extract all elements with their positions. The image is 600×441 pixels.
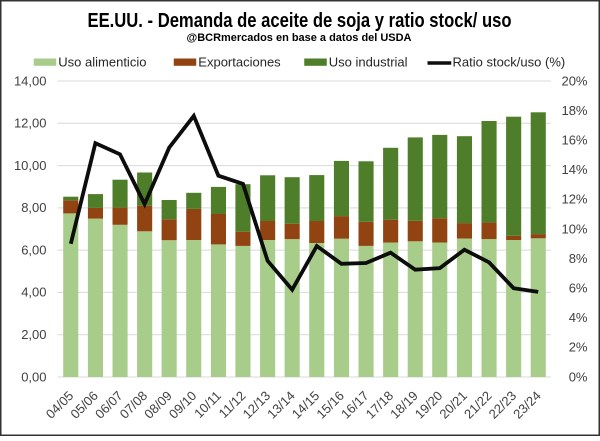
svg-text:EE.UU. - Demanda de aceite de: EE.UU. - Demanda de aceite de soja y rat… (88, 10, 512, 32)
svg-text:18%: 18% (561, 103, 587, 118)
svg-text:0%: 0% (569, 369, 588, 384)
svg-text:12%: 12% (561, 192, 587, 207)
svg-text:14,00: 14,00 (14, 73, 47, 88)
svg-text:8,00: 8,00 (21, 200, 46, 215)
svg-text:6,00: 6,00 (21, 242, 46, 257)
svg-text:@BCRmercados en base a datos d: @BCRmercados en base a datos del USDA (187, 32, 412, 44)
svg-text:16%: 16% (561, 133, 587, 148)
svg-text:20%: 20% (561, 73, 587, 88)
svg-text:Uso industrial: Uso industrial (329, 55, 408, 70)
svg-text:8%: 8% (569, 251, 588, 266)
svg-text:10%: 10% (561, 221, 587, 236)
svg-text:2,00: 2,00 (21, 327, 46, 342)
svg-text:Exportaciones: Exportaciones (198, 55, 281, 70)
svg-text:Uso alimenticio: Uso alimenticio (58, 55, 146, 70)
svg-text:Ratio stock/uso (%): Ratio stock/uso (%) (453, 55, 566, 70)
svg-text:4,00: 4,00 (21, 285, 46, 300)
svg-text:0,00: 0,00 (21, 369, 46, 384)
svg-text:12,00: 12,00 (14, 116, 47, 131)
svg-text:4%: 4% (569, 310, 588, 325)
svg-text:10,00: 10,00 (14, 158, 47, 173)
svg-text:2%: 2% (569, 340, 588, 355)
svg-text:14%: 14% (561, 162, 587, 177)
svg-text:6%: 6% (569, 281, 588, 296)
